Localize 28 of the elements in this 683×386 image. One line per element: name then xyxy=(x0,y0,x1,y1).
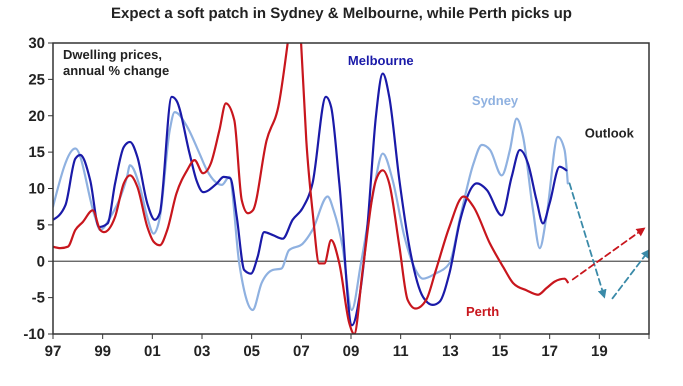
y-tick-label: -10 xyxy=(23,326,45,343)
y-tick-label: 20 xyxy=(28,108,45,125)
series-label: Sydney xyxy=(472,92,519,108)
x-tick-label: 11 xyxy=(392,343,409,360)
y-tick-label: 30 xyxy=(28,35,45,52)
x-tick-label: 13 xyxy=(442,343,459,360)
x-tick-label: 07 xyxy=(292,343,310,360)
y-tick-label: 15 xyxy=(28,144,45,162)
x-tick-label: 05 xyxy=(243,343,260,360)
x-tick-label: 03 xyxy=(194,343,210,360)
y-tick-label: 0 xyxy=(36,253,45,270)
y-tick-label: -5 xyxy=(32,290,45,307)
x-tick-label: 97 xyxy=(44,343,62,360)
annotation: annual % change xyxy=(63,63,170,78)
x-tick-label: 09 xyxy=(342,343,360,360)
y-tick-label: 10 xyxy=(28,180,45,198)
x-tick-label: 15 xyxy=(492,343,508,360)
x-tick-label: 17 xyxy=(541,343,558,360)
series-label: Melbourne xyxy=(348,52,414,68)
series-label: Perth xyxy=(466,304,500,319)
chart-title: Expect a soft patch in Sydney & Melbourne, while Perth picks up xyxy=(111,5,572,22)
x-tick-label: 99 xyxy=(94,343,112,360)
annotation: Outlook xyxy=(584,126,635,141)
annotation: Dwelling prices, xyxy=(63,47,162,62)
x-tick-label: 19 xyxy=(590,343,608,360)
y-tick-label: 5 xyxy=(36,216,45,234)
x-tick-label: 01 xyxy=(144,343,161,360)
y-tick-label: 25 xyxy=(28,71,45,88)
